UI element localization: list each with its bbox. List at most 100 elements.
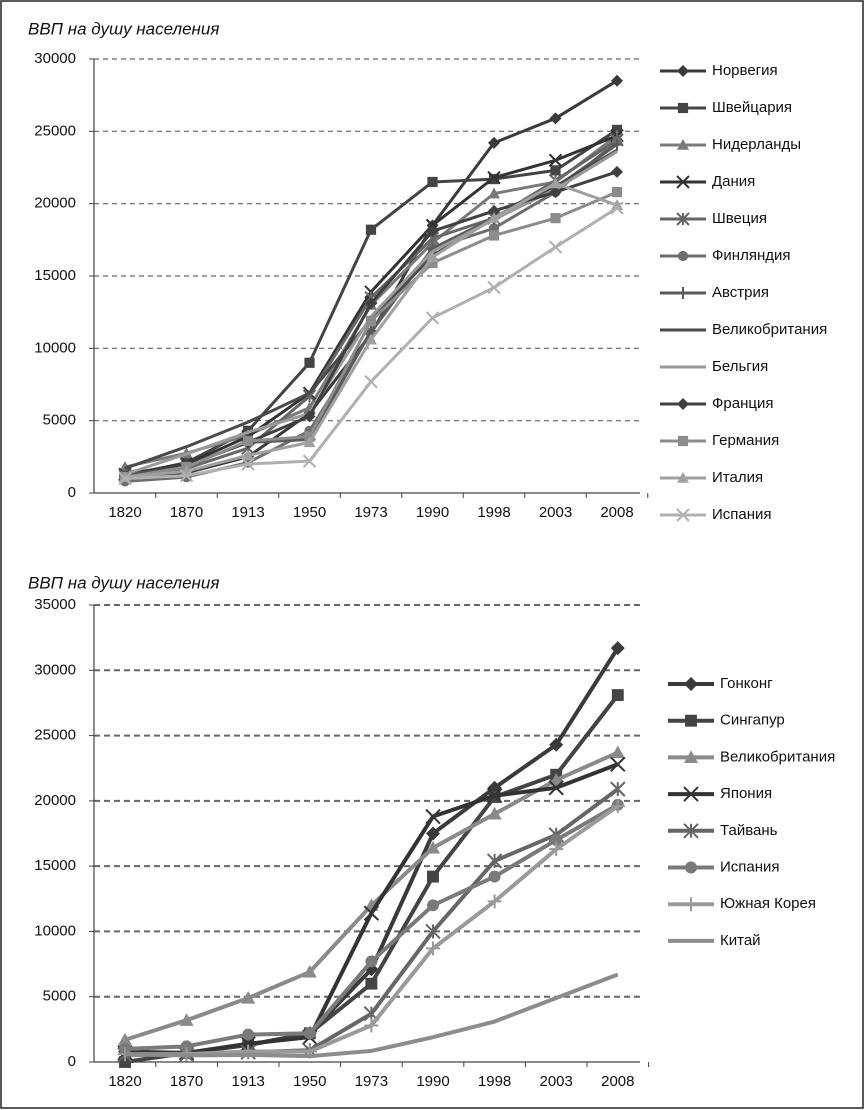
y-tick-label: 5000 xyxy=(43,988,76,1005)
y-tick-label: 10000 xyxy=(34,922,76,939)
marker xyxy=(241,991,256,1004)
marker xyxy=(676,212,690,226)
marker xyxy=(487,894,502,909)
marker xyxy=(426,251,439,262)
x-tick-label: 1870 xyxy=(170,1073,203,1090)
marker xyxy=(426,826,440,841)
marker xyxy=(488,136,500,149)
legend-label: Испания xyxy=(712,506,772,523)
marker xyxy=(611,74,623,87)
marker xyxy=(611,138,623,151)
legend-label: Бельгия xyxy=(712,358,768,375)
marker xyxy=(685,714,697,727)
marker xyxy=(677,250,689,262)
marker xyxy=(427,176,438,188)
marker xyxy=(488,870,501,883)
legend-label: Дания xyxy=(712,173,755,190)
marker xyxy=(427,257,438,269)
marker xyxy=(425,808,441,825)
y-tick-label: 20000 xyxy=(34,792,76,809)
marker xyxy=(683,786,699,802)
marker xyxy=(677,398,689,410)
x-tick-label: 1990 xyxy=(416,1073,449,1090)
marker xyxy=(488,230,500,241)
marker xyxy=(610,641,625,656)
y-tick-label: 25000 xyxy=(34,727,76,744)
marker xyxy=(179,1013,194,1026)
marker xyxy=(548,153,563,167)
legend-label: Швейцария xyxy=(712,99,792,116)
marker xyxy=(365,224,377,235)
marker xyxy=(303,436,316,448)
marker xyxy=(676,508,690,522)
marker xyxy=(179,468,194,483)
legend-label: Италия xyxy=(712,469,763,486)
marker xyxy=(486,787,503,804)
x-tick-label: 1820 xyxy=(108,1073,141,1090)
marker xyxy=(549,112,562,125)
x-tick-label: 1950 xyxy=(293,1073,326,1090)
y-tick-label: 10000 xyxy=(34,339,76,356)
marker xyxy=(684,677,698,691)
marker xyxy=(548,240,563,254)
x-tick-label: 2008 xyxy=(601,1073,634,1090)
marker xyxy=(677,139,689,150)
x-tick-label: 1820 xyxy=(108,504,141,521)
legend-label: Великобритания xyxy=(712,321,827,338)
marker xyxy=(427,899,439,912)
legend-label: Сингапур xyxy=(720,712,785,729)
x-tick-label: 1990 xyxy=(416,504,449,521)
marker xyxy=(365,955,378,968)
marker xyxy=(118,471,132,486)
y-tick-label: 15000 xyxy=(34,267,76,284)
x-tick-label: 1973 xyxy=(354,504,387,521)
marker xyxy=(684,750,698,763)
marker xyxy=(487,280,501,295)
marker xyxy=(685,861,697,874)
legend-label: Китай xyxy=(720,932,761,949)
y-tick-label: 25000 xyxy=(34,122,76,139)
marker xyxy=(118,1032,132,1046)
marker xyxy=(303,1027,316,1040)
marker xyxy=(677,472,689,483)
legend-label: Германия xyxy=(712,432,779,449)
marker xyxy=(549,772,564,786)
legend-label: Япония xyxy=(720,785,772,802)
marker xyxy=(365,315,377,326)
legend-label: Австрия xyxy=(712,284,769,301)
x-tick-label: 1913 xyxy=(232,1073,265,1090)
marker xyxy=(550,165,561,176)
marker xyxy=(180,1040,193,1053)
marker xyxy=(304,357,315,368)
legend-label: Испания xyxy=(720,858,780,875)
x-tick-label: 1973 xyxy=(355,1073,388,1090)
x-tick-label: 1913 xyxy=(231,504,264,521)
marker xyxy=(365,333,377,345)
x-tick-label: 1870 xyxy=(170,504,203,521)
y-tick-label: 5000 xyxy=(43,412,76,429)
marker xyxy=(487,806,502,820)
marker xyxy=(487,170,501,185)
marker xyxy=(425,311,440,325)
marker xyxy=(548,780,564,796)
marker xyxy=(426,840,440,854)
marker xyxy=(488,204,500,217)
x-tick-label: 2008 xyxy=(600,504,633,521)
marker xyxy=(486,853,503,869)
marker xyxy=(364,1018,379,1033)
marker xyxy=(677,435,689,447)
legend-label: Швеция xyxy=(712,210,767,227)
marker xyxy=(427,870,439,883)
legend-label: Великобритания xyxy=(720,748,835,765)
y-tick-label: 30000 xyxy=(34,661,76,678)
marker xyxy=(363,905,380,921)
marker xyxy=(611,186,623,198)
marker xyxy=(119,460,131,472)
marker xyxy=(242,449,254,461)
marker xyxy=(610,745,625,759)
y-tick-label: 15000 xyxy=(34,857,76,874)
marker xyxy=(549,177,562,189)
marker xyxy=(611,689,624,702)
legend-label: Нидерланды xyxy=(712,136,801,153)
